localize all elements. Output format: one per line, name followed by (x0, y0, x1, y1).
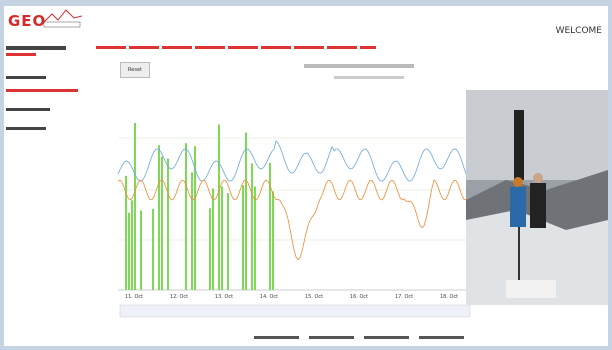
green-bar (161, 157, 163, 290)
page-body: GEO WELCOME Reset 11. Oct12. Oct13. Oct1… (0, 0, 612, 350)
x-tick-label: 17. Oct (395, 294, 413, 300)
x-tick-label: 11. Oct (125, 294, 143, 300)
green-bar (209, 208, 211, 290)
chart-title (304, 64, 414, 68)
green-bar (272, 191, 274, 290)
logo: GEO (8, 12, 46, 30)
x-tick-label: 12. Oct (170, 294, 188, 300)
sidebar-block (6, 46, 78, 130)
green-bar (221, 186, 223, 290)
tab-links[interactable] (96, 46, 376, 49)
reset-button[interactable]: Reset (120, 62, 150, 78)
chart-subtitle (334, 76, 404, 79)
x-tick-label: 13. Oct (215, 294, 233, 300)
logo-mark (42, 8, 82, 30)
legend[interactable] (254, 336, 464, 339)
green-bar (251, 163, 253, 290)
green-bar (191, 172, 193, 290)
green-bar (128, 213, 130, 290)
green-bar (185, 143, 187, 290)
x-tick-label: 14. Oct (260, 294, 278, 300)
green-bar (152, 209, 154, 290)
green-bar (269, 163, 271, 290)
x-tick-label: 16. Oct (350, 294, 368, 300)
green-bar (158, 145, 160, 290)
x-tick-label: 18. Oct (440, 294, 458, 300)
green-bar (245, 133, 247, 290)
station-photo (466, 90, 608, 305)
green-bar (227, 193, 229, 290)
navigator[interactable] (120, 305, 470, 317)
green-bar (254, 187, 256, 290)
green-bar (140, 211, 142, 290)
green-bar (212, 189, 214, 290)
chart: 11. Oct 12. Oct 13. Oct 14. Oct 15. Oct 16. O… (104, 90, 474, 320)
green-bar (131, 200, 133, 290)
green-bar (167, 159, 169, 290)
green-bar (134, 123, 136, 290)
x-tick-label: 15. Oct (305, 294, 323, 300)
green-bar (218, 125, 220, 290)
welcome[interactable]: WELCOME (556, 26, 602, 36)
green-bar (242, 185, 244, 290)
